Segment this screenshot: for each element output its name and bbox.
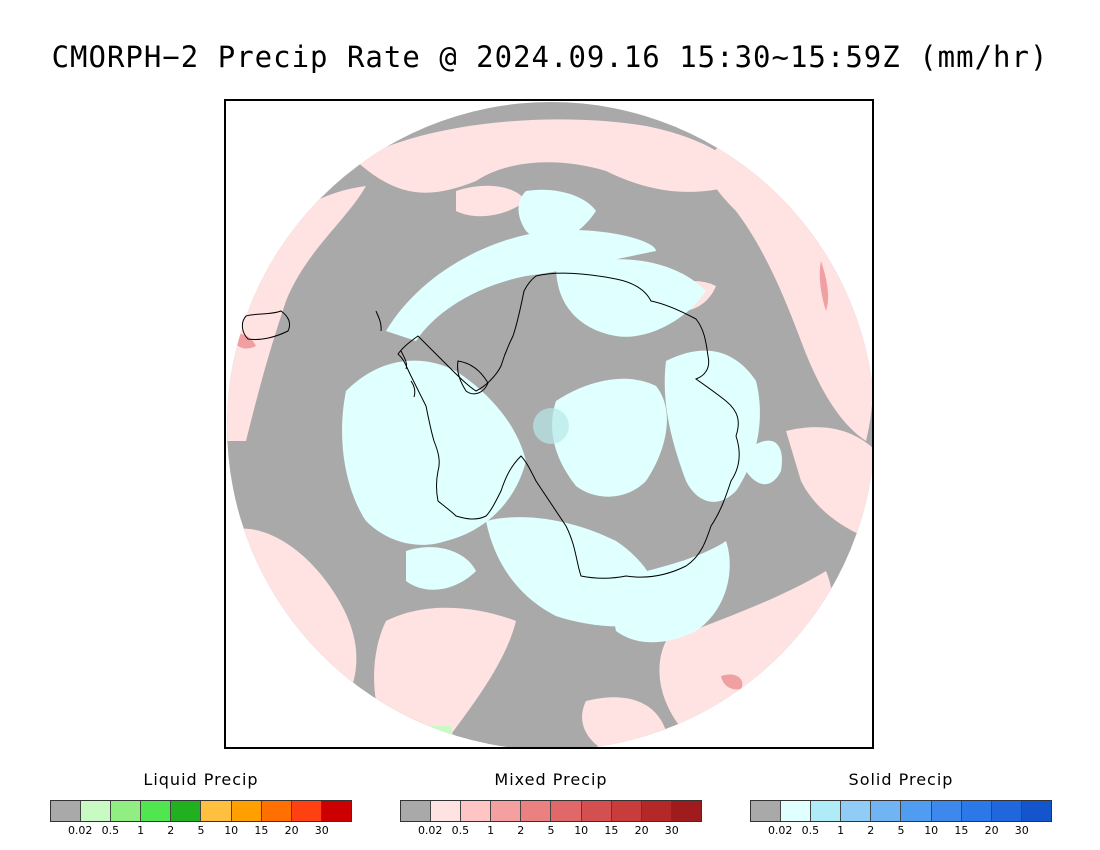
legend-colorbar: [750, 800, 1052, 822]
south-america-tip: [241, 310, 291, 340]
legend-liquid: Liquid Precip 0.02 0.5 1 2 5 10 15 20 30: [50, 770, 352, 838]
legend-swatch: [461, 801, 492, 821]
legend-tick-label: 15: [604, 824, 619, 837]
legend-tick-label: 30: [1014, 824, 1029, 837]
legend-swatch: [991, 801, 1022, 821]
legend-swatch: [1021, 801, 1051, 821]
legend-ticks: 0.02 0.5 1 2 5 10 15 20 30: [750, 824, 1052, 838]
precip-field: [227, 102, 872, 747]
legend-swatch: [431, 801, 462, 821]
legend-mixed: Mixed Precip 0.02 0.5 1 2 5 10 15 20 30: [400, 770, 702, 838]
legend-tick-label: 2: [867, 824, 875, 837]
legend-ticks: 0.02 0.5 1 2 5 10 15 20 30: [400, 824, 702, 838]
legend-swatch: [81, 801, 112, 821]
legend-swatch: [521, 801, 552, 821]
ice-shelf-outline: [457, 360, 489, 395]
legend-tick-label: 0.02: [767, 824, 793, 837]
legend-title: Mixed Precip: [494, 770, 608, 789]
solid-precip-areas: [342, 189, 782, 643]
legend-swatch: [551, 801, 582, 821]
precip-map-svg: [227, 102, 872, 747]
legend-tick-label: 5: [547, 824, 555, 837]
legend-tick-label: 15: [954, 824, 969, 837]
legend-tick-label: 2: [517, 824, 525, 837]
legend-swatch: [931, 801, 962, 821]
legend-tick-label: 30: [664, 824, 679, 837]
legend-tick-label: 0.5: [101, 824, 120, 837]
antarctica-coastline: [397, 272, 740, 579]
legend-swatch: [961, 801, 992, 821]
legend-tick-label: 30: [314, 824, 329, 837]
legend-tick-label: 0.5: [801, 824, 820, 837]
legend-swatch: [811, 801, 842, 821]
legend-tick-label: 1: [837, 824, 845, 837]
legend-title: Solid Precip: [848, 770, 954, 789]
legend-colorbar: [50, 800, 352, 822]
legend-swatch: [901, 801, 932, 821]
legend-swatch: [611, 801, 642, 821]
legend-tick-label: 10: [224, 824, 239, 837]
legend-tick-label: 5: [897, 824, 905, 837]
legend-title: Liquid Precip: [143, 770, 259, 789]
legend-solid: Solid Precip 0.02 0.5 1 2 5 10 15 20 30: [750, 770, 1052, 838]
legend-tick-label: 10: [924, 824, 939, 837]
liquid-precip-patch: [431, 726, 454, 741]
legend-swatch: [491, 801, 522, 821]
legend-swatch: [231, 801, 262, 821]
legend-tick-label: 15: [254, 824, 269, 837]
legend-tick-label: 1: [487, 824, 495, 837]
legend-tick-label: 20: [984, 824, 999, 837]
legend-swatch: [51, 801, 82, 821]
legend-swatch: [321, 801, 351, 821]
map-title: CMORPH−2 Precip Rate @ 2024.09.16 15:30~…: [51, 40, 1049, 74]
legend-swatch: [781, 801, 812, 821]
legend-swatch: [261, 801, 292, 821]
legend-swatch: [871, 801, 902, 821]
peninsula-fragments: [375, 310, 416, 398]
legend-swatch: [111, 801, 142, 821]
polar-map: [224, 99, 874, 749]
legend-ticks: 0.02 0.5 1 2 5 10 15 20 30: [50, 824, 352, 838]
legend-swatch: [141, 801, 172, 821]
legend-tick-label: 0.02: [417, 824, 443, 837]
legend-tick-label: 1: [137, 824, 145, 837]
legend-swatch: [671, 801, 701, 821]
legend-swatch: [171, 801, 202, 821]
legend-tick-label: 20: [634, 824, 649, 837]
legend-tick-label: 2: [167, 824, 175, 837]
legend-swatch: [581, 801, 612, 821]
legend-swatch: [201, 801, 232, 821]
legend-swatch: [751, 801, 782, 821]
pole-hub: [533, 408, 569, 444]
legend-swatch: [841, 801, 872, 821]
legend-tick-label: 0.5: [451, 824, 470, 837]
legend-tick-label: 5: [197, 824, 205, 837]
legend-swatch: [641, 801, 672, 821]
legend-swatch: [401, 801, 432, 821]
legend-swatch: [291, 801, 322, 821]
legend-tick-label: 0.02: [67, 824, 93, 837]
legend-tick-label: 20: [284, 824, 299, 837]
legend-tick-label: 10: [574, 824, 589, 837]
legend-colorbar: [400, 800, 702, 822]
